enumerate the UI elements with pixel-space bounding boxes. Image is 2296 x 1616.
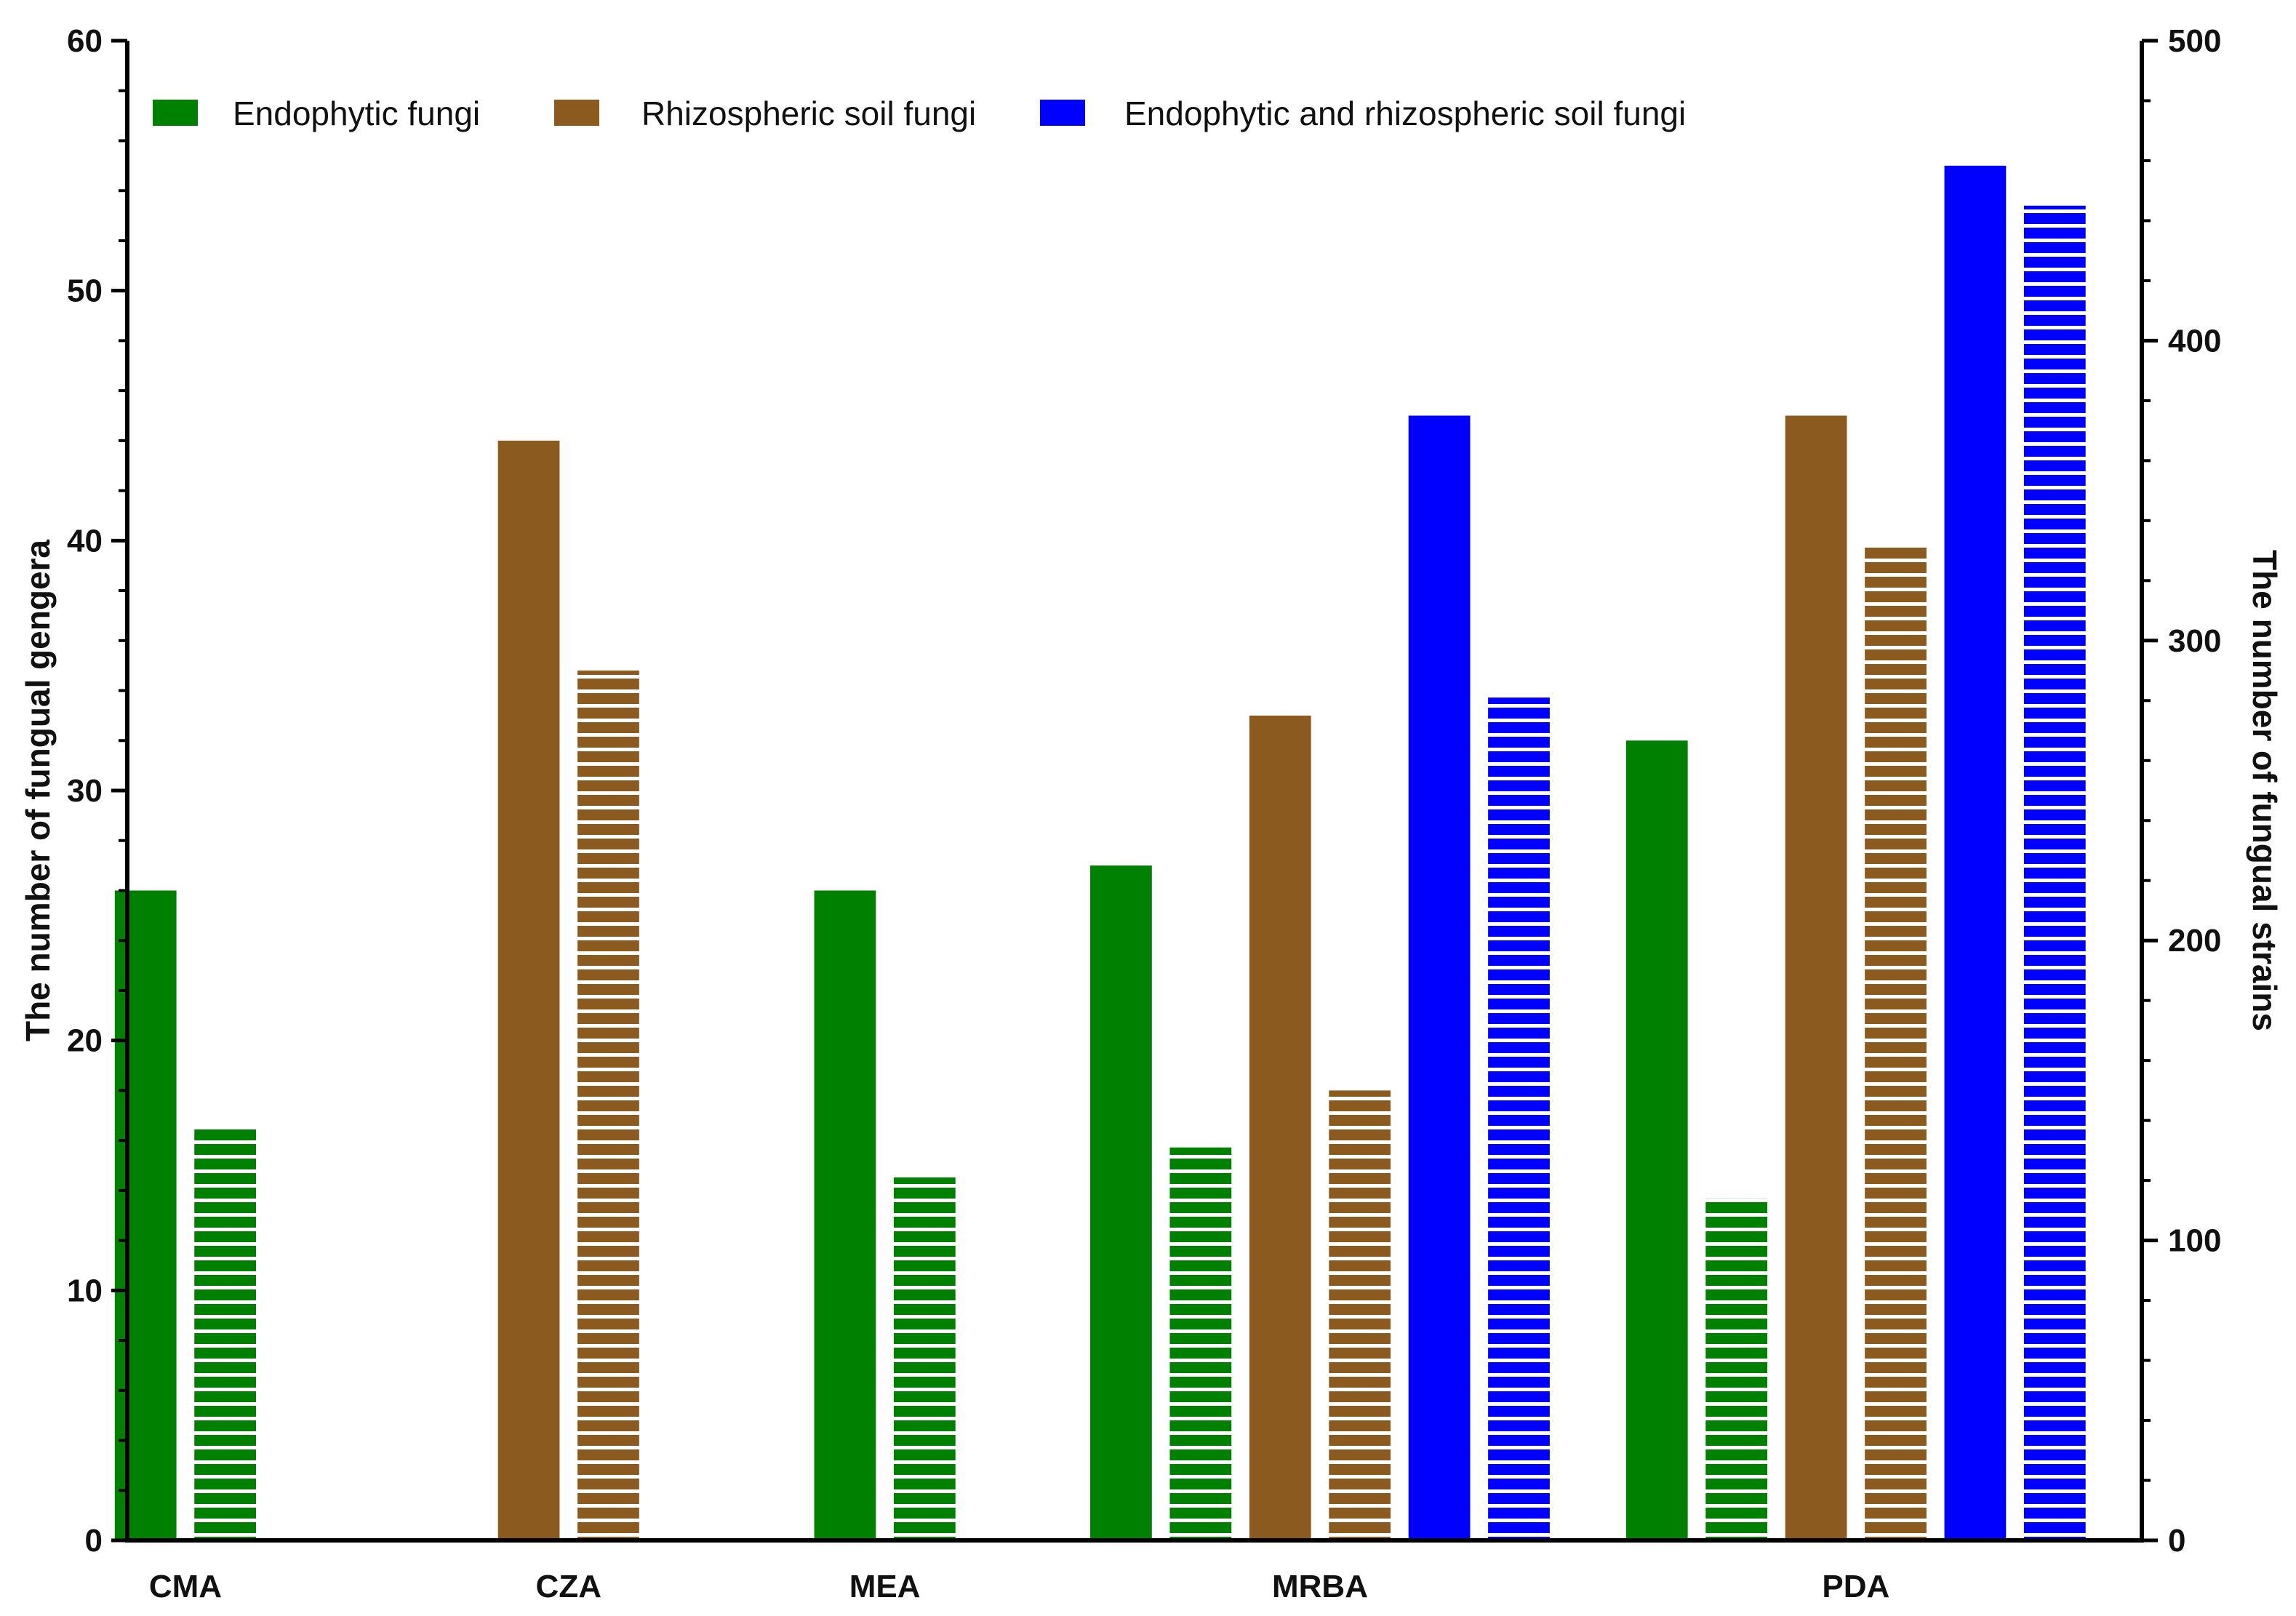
legend-label-rhizospheric: Rhizospheric soil fungi [641, 95, 976, 132]
bar-mrba-combined-strains [1488, 697, 1550, 1540]
left-tick-label: 10 [67, 1273, 103, 1308]
bar-mrba-rhizospheric-strains [1329, 1090, 1391, 1540]
legend-label-endophytic: Endophytic fungi [233, 95, 480, 132]
bar-cma-endophytic-strains [194, 1126, 257, 1540]
bar-mrba-endophytic-genera [1090, 865, 1152, 1540]
legend-item-combined: Endophytic and rhizospheric soil fungi [1040, 95, 1686, 132]
legend-swatch-rhizospheric [554, 100, 599, 126]
legend-item-endophytic: Endophytic fungi [153, 95, 480, 132]
bar-cma-endophytic-genera [114, 890, 177, 1540]
bar-pda-rhizospheric-genera [1785, 415, 1847, 1540]
right-tick-label: 200 [2168, 923, 2221, 959]
right-tick-label: 0 [2168, 1523, 2185, 1559]
legend-label-combined: Endophytic and rhizospheric soil fungi [1124, 95, 1686, 132]
category-label-cza: CZA [536, 1569, 601, 1604]
bar-pda-endophytic-genera [1625, 740, 1688, 1541]
right-tick-label: 500 [2168, 23, 2221, 59]
bar-mrba-rhizospheric-genera [1249, 715, 1311, 1540]
bar-cza-rhizospheric-strains [577, 671, 639, 1540]
left-tick-label: 40 [67, 523, 103, 559]
y-right-title: The number of fungual strains [2246, 550, 2284, 1031]
left-tick-label: 30 [67, 773, 103, 809]
left-ticks: 0 10 20 30 40 50 60 [67, 23, 127, 1559]
right-ticks: 0 100 200 300 400 500 [2142, 23, 2221, 1559]
legend-item-rhizospheric: Rhizospheric soil fungi [554, 95, 976, 132]
bar-mrba-combined-genera [1408, 415, 1471, 1540]
category-label-pda: PDA [1822, 1569, 1889, 1604]
bar-pda-combined-strains [2023, 205, 2086, 1540]
y-left-title: The number of fungual gengera [19, 540, 57, 1041]
bars-layer [114, 165, 2086, 1541]
left-tick-label: 50 [67, 273, 103, 309]
category-label-mea: MEA [849, 1569, 921, 1604]
right-tick-label: 300 [2168, 623, 2221, 659]
bar-cza-rhizospheric-genera [497, 440, 560, 1540]
legend-swatch-combined [1040, 100, 1085, 126]
category-labels: CMA CZA MEA MRBA PDA [149, 1569, 1889, 1604]
bar-pda-endophytic-strains [1705, 1198, 1768, 1540]
bar-mea-endophytic-genera [814, 890, 876, 1540]
left-tick-label: 0 [85, 1523, 103, 1559]
bar-pda-rhizospheric-strains [1865, 547, 1927, 1540]
legend-swatch-endophytic [153, 100, 198, 126]
legend: Endophytic fungi Rhizospheric soil fungi… [153, 95, 1686, 132]
bar-mea-endophytic-strains [893, 1177, 956, 1540]
category-label-cma: CMA [149, 1569, 222, 1604]
left-tick-label: 20 [67, 1023, 103, 1059]
right-tick-label: 100 [2168, 1223, 2221, 1259]
bar-mrba-endophytic-strains [1169, 1147, 1232, 1540]
bar-pda-combined-genera [1944, 165, 2007, 1540]
category-label-mrba: MRBA [1272, 1569, 1368, 1604]
right-tick-label: 400 [2168, 323, 2221, 359]
left-tick-label: 60 [67, 23, 103, 59]
